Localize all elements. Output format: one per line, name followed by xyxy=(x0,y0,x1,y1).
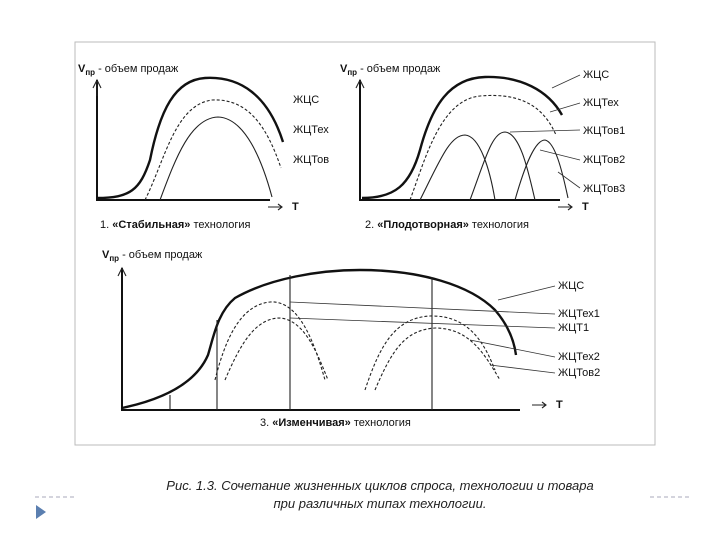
curve xyxy=(96,76,285,200)
figure-caption: Рис. 1.3. Сочетание жизненных циклов спр… xyxy=(166,478,593,493)
curve xyxy=(144,99,282,201)
curve-label: ЖЦТех xyxy=(293,124,329,136)
axes xyxy=(121,268,520,411)
curve xyxy=(514,139,569,201)
panel-3: Vпр - объем продаж T ЖЦС ЖЦТех1 ЖЦТ1 ЖЦТе… xyxy=(102,249,600,429)
caption: 3. «Изменчивая» технология xyxy=(260,417,411,429)
curve-label: ЖЦС xyxy=(558,280,584,292)
axes xyxy=(96,80,270,201)
y-axis-label: Vпр - объем продаж xyxy=(340,63,441,77)
curve xyxy=(409,94,557,201)
x-axis-label: T xyxy=(556,399,563,411)
leader-lines xyxy=(509,74,581,189)
curve-label: ЖЦС xyxy=(583,69,609,81)
curve xyxy=(469,131,536,201)
y-axis-label: Vпр - объем продаж xyxy=(102,249,203,263)
curve-label: ЖЦТов1 xyxy=(583,125,625,137)
curve-label: ЖЦТов2 xyxy=(583,154,625,166)
curve-label: ЖЦТ1 xyxy=(558,322,589,334)
arrow xyxy=(268,203,283,211)
curve-label: ЖЦТов3 xyxy=(583,183,625,195)
divider-lines xyxy=(169,275,433,410)
x-axis-label: T xyxy=(582,201,589,213)
panel-1: Vпр - объем продаж T ЖЦС ЖЦТех ЖЦТов 1. «… xyxy=(78,63,329,231)
curve xyxy=(214,301,326,381)
y-axis-label: Vпр - объем продаж xyxy=(78,63,179,77)
curve xyxy=(224,317,329,381)
bullet-icon xyxy=(36,505,46,519)
caption: 1. «Стабильная» технология xyxy=(100,219,251,231)
curve xyxy=(374,327,501,391)
curve xyxy=(364,315,496,391)
panel-2: Vпр - объем продаж T ЖЦС ЖЦТех ЖЦТов1 ЖЦТ… xyxy=(340,63,625,231)
curve xyxy=(121,268,518,410)
leader-lines xyxy=(289,285,556,374)
curve-label: ЖЦТех1 xyxy=(558,308,600,320)
figure-frame xyxy=(74,41,656,446)
x-axis-label: T xyxy=(292,201,299,213)
arrow xyxy=(532,401,547,409)
arrow xyxy=(117,266,127,277)
axes xyxy=(359,80,560,201)
figure-caption: при различных типах технологии. xyxy=(274,496,487,511)
curve xyxy=(361,75,564,200)
curve-label: ЖЦТех xyxy=(583,97,619,109)
curve-label: ЖЦТех2 xyxy=(558,351,600,363)
curve xyxy=(419,134,496,201)
arrow xyxy=(355,78,365,89)
arrow xyxy=(558,203,573,211)
caption: 2. «Плодотворная» технология xyxy=(365,219,529,231)
arrow xyxy=(92,78,102,96)
curve-label: ЖЦС xyxy=(293,94,319,106)
curve-label: ЖЦТов2 xyxy=(558,367,600,379)
curve-label: ЖЦТов xyxy=(293,154,329,166)
curve xyxy=(159,116,273,201)
